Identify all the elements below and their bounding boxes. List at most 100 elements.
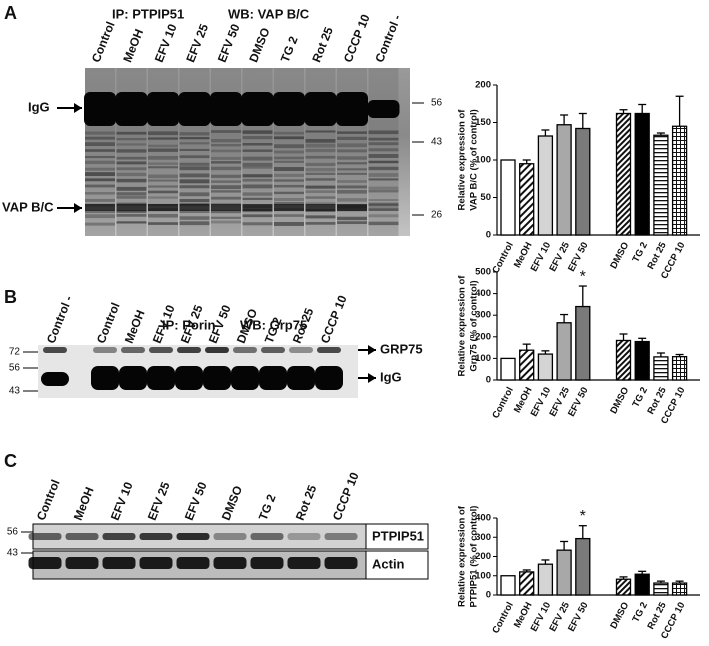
- band: [116, 221, 147, 224]
- band: [148, 144, 178, 148]
- band: [179, 148, 210, 151]
- band: [242, 136, 273, 140]
- band-ptpip51: [28, 533, 62, 540]
- band: [85, 184, 115, 188]
- band-grp75: [177, 347, 201, 353]
- band: [337, 216, 367, 221]
- band-igg: [304, 92, 337, 126]
- band: [85, 192, 115, 195]
- y-axis-label: Relative expression of: [457, 109, 468, 211]
- band-igg: [91, 366, 119, 390]
- band: [337, 180, 367, 183]
- band: [148, 196, 178, 199]
- y-tick-label: 400: [475, 513, 491, 524]
- bar: [615, 339, 632, 381]
- band: [211, 210, 241, 214]
- lane-label: EFV 25: [183, 22, 211, 65]
- band: [368, 173, 399, 177]
- band-igg: [147, 366, 175, 390]
- band: [274, 222, 304, 226]
- lane-label: EFV 10: [152, 22, 180, 65]
- lane-label: Rot 25: [293, 483, 320, 523]
- x-tick-label: Control: [490, 600, 516, 635]
- band: [85, 210, 115, 214]
- band: [337, 136, 367, 140]
- band: [116, 186, 147, 191]
- marker-label: 56: [431, 98, 443, 109]
- lane-label: Control -: [44, 294, 76, 346]
- y-axis-label: PTPIP51 (% of control): [469, 506, 480, 608]
- arrow-head: [74, 203, 82, 213]
- band: [305, 190, 336, 193]
- band: [274, 173, 304, 177]
- band: [242, 143, 273, 146]
- bar: [556, 549, 572, 596]
- band-grp75: [289, 347, 313, 353]
- band: [368, 137, 399, 141]
- y-tick-label: 0: [486, 590, 491, 601]
- lane-label: EFV 10: [108, 480, 136, 523]
- band: [305, 148, 336, 153]
- band-ptpip51: [324, 533, 358, 540]
- bar: [537, 353, 554, 381]
- bar: [575, 537, 591, 596]
- band: [337, 168, 367, 171]
- band: [116, 178, 147, 183]
- band-ptpip51: [250, 533, 284, 540]
- band: [116, 156, 147, 160]
- band: [85, 198, 115, 202]
- band: [148, 131, 178, 136]
- bar: [653, 356, 669, 381]
- band: [116, 149, 147, 153]
- y-tick-label: 100: [475, 353, 491, 364]
- band: [368, 202, 399, 206]
- band: [337, 172, 367, 175]
- band: [305, 162, 336, 167]
- lane-label: MeOH: [122, 308, 148, 345]
- band: [368, 208, 399, 211]
- band: [337, 143, 367, 148]
- marker-label: 56: [9, 363, 21, 374]
- label-box: [365, 523, 429, 550]
- band: [242, 166, 273, 169]
- band: [242, 222, 273, 226]
- band-ptpip51: [213, 533, 247, 540]
- band: [242, 192, 273, 196]
- arrow-head: [368, 345, 376, 355]
- bar: [500, 159, 516, 236]
- band: [305, 168, 336, 172]
- band: [337, 156, 367, 160]
- band-label: IgG: [28, 99, 50, 114]
- band-igg: [287, 366, 315, 390]
- band: [337, 162, 367, 165]
- bar: [634, 573, 650, 596]
- marker-label: 56: [7, 527, 19, 538]
- band: [116, 196, 147, 199]
- band: [148, 179, 178, 182]
- band: [148, 190, 178, 194]
- band: [368, 154, 399, 158]
- band: [85, 178, 115, 182]
- band-label: PTPIP51: [372, 528, 424, 543]
- bar: [556, 124, 572, 236]
- band: [85, 142, 115, 146]
- band-actin: [176, 557, 210, 569]
- x-tick-label: DMSO: [608, 240, 631, 270]
- band-label: IgG: [380, 369, 402, 384]
- band: [148, 214, 178, 218]
- band: [368, 221, 399, 226]
- blot-title: WB: Grp75: [240, 317, 307, 332]
- band: [85, 167, 115, 171]
- band: [179, 209, 210, 213]
- band: [337, 131, 367, 134]
- lane-label: TG 2: [278, 34, 301, 64]
- band-actin: [139, 557, 173, 569]
- band-vap: [274, 204, 304, 211]
- band: [337, 185, 367, 189]
- band: [148, 222, 178, 225]
- band-grp75: [43, 347, 67, 353]
- band: [274, 167, 304, 171]
- band-label: VAP B/C: [2, 199, 54, 214]
- band-igg: [231, 366, 259, 390]
